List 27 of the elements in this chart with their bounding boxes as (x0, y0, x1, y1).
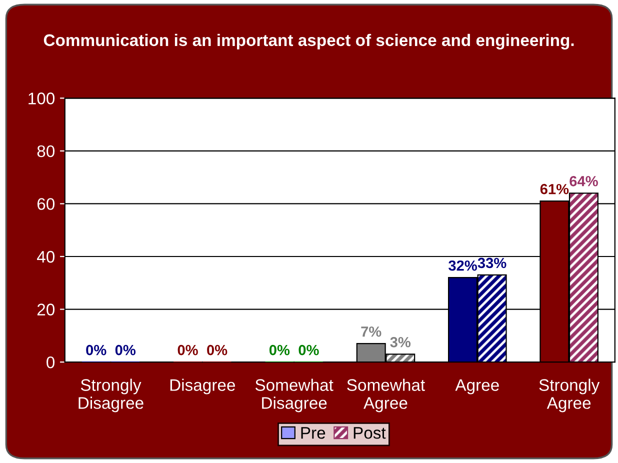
y-tick-label: 80 (37, 145, 55, 158)
data-label: 32% (448, 260, 477, 271)
data-label: 0% (86, 344, 106, 356)
data-label: 7% (361, 326, 382, 337)
y-tick-label: 20 (37, 304, 55, 316)
chart-title: Communication is an important aspect of science and engineering. (44, 34, 574, 50)
y-tick-label: 40 (37, 250, 55, 263)
data-label: 61% (540, 184, 569, 194)
x-tick-label: Somewhat Disagree (255, 378, 334, 412)
data-label: 0% (298, 344, 319, 356)
data-label: 33% (478, 258, 506, 268)
data-label: 64% (570, 176, 598, 186)
y-tick-label: 0 (46, 356, 55, 368)
x-tick-label: Somewhat Agree (347, 378, 425, 412)
data-label: 0% (207, 344, 228, 356)
x-tick-label: Strongly Agree (539, 378, 600, 412)
data-label: 3% (390, 336, 411, 348)
data-label: 0% (178, 344, 198, 356)
data-label: 0% (115, 344, 136, 356)
y-tick-label: 100 (28, 92, 55, 104)
x-tick-label: Disagree (170, 378, 236, 394)
y-tick-label: 60 (37, 198, 55, 210)
legend-label: Post (354, 427, 386, 439)
x-tick-label: Strongly Disagree (78, 378, 144, 412)
data-label: 0% (269, 344, 290, 356)
x-tick-label: Agree (455, 379, 499, 394)
text: Pre (301, 427, 326, 439)
